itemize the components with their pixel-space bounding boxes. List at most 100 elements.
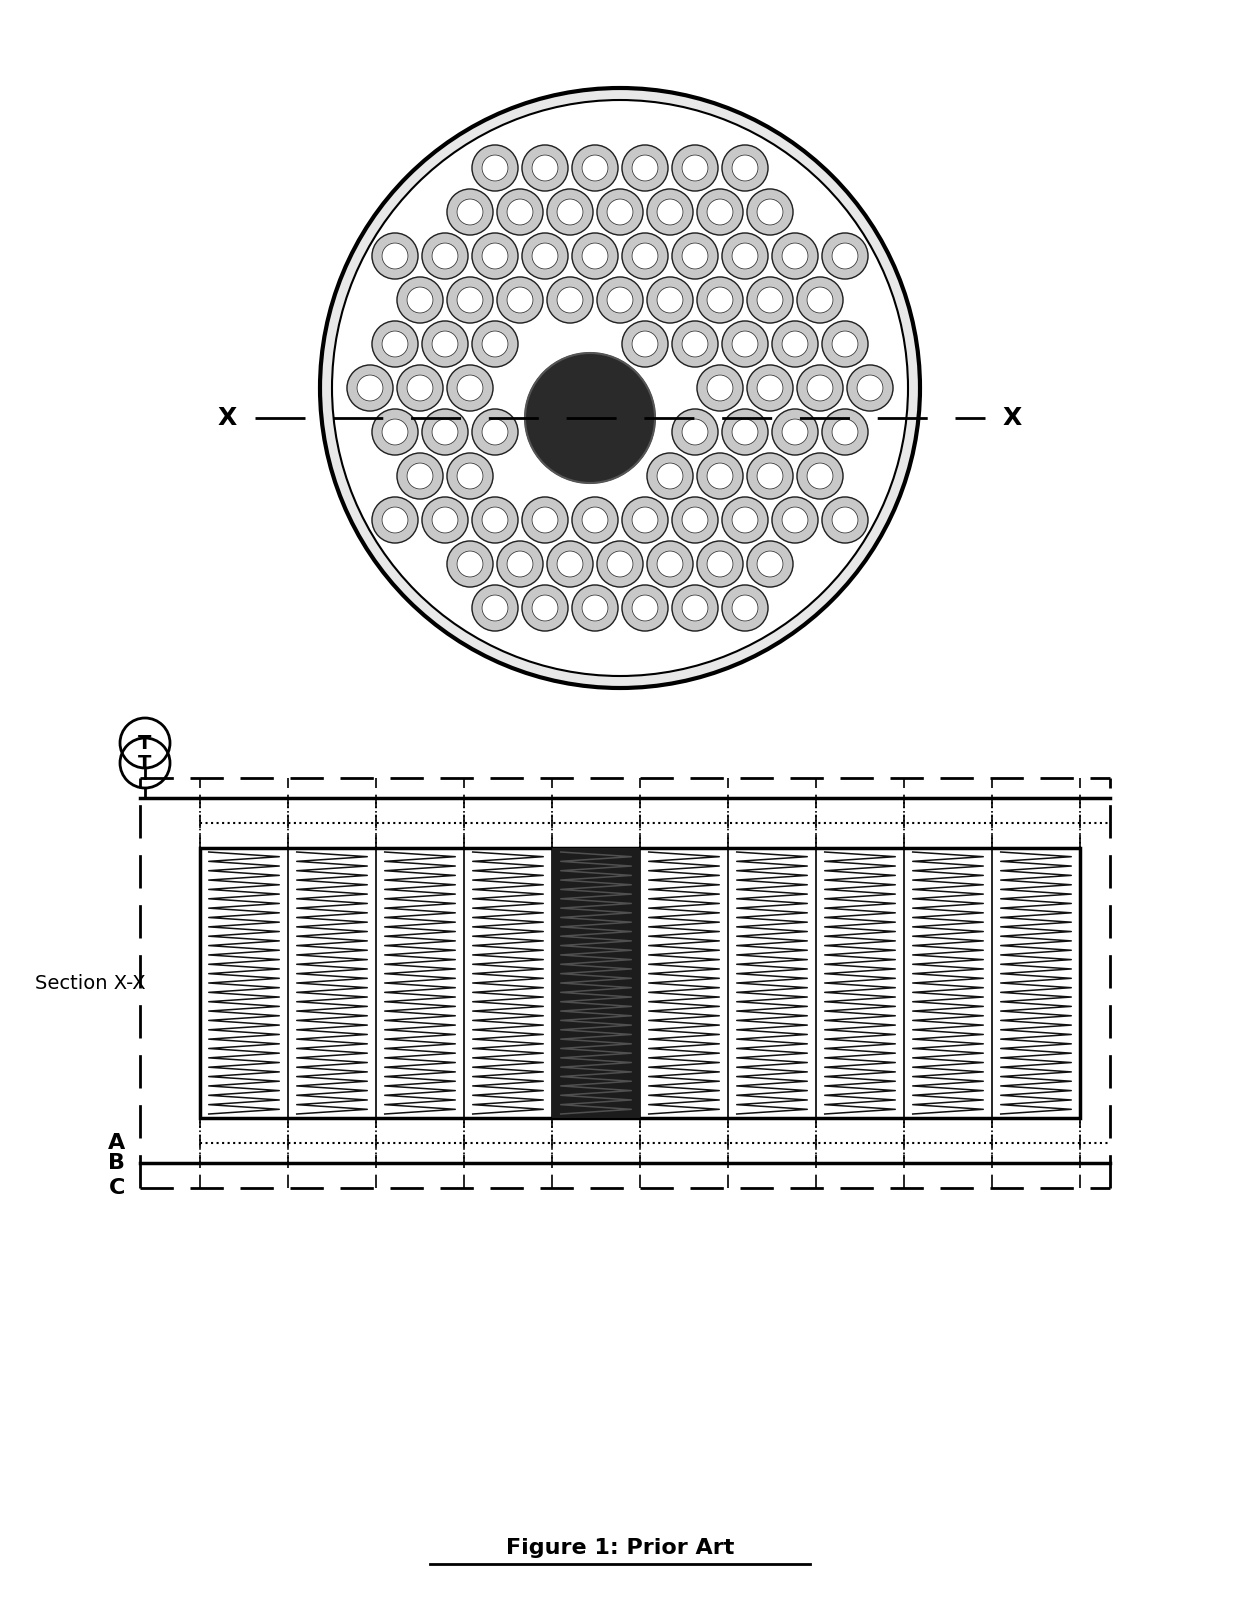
Circle shape — [446, 366, 494, 411]
Circle shape — [572, 586, 618, 631]
Circle shape — [822, 497, 868, 544]
Circle shape — [722, 409, 768, 455]
Circle shape — [472, 320, 518, 367]
Circle shape — [682, 243, 708, 269]
Circle shape — [773, 233, 818, 278]
Circle shape — [622, 146, 668, 191]
Circle shape — [647, 453, 693, 498]
Circle shape — [458, 286, 484, 312]
Circle shape — [458, 375, 484, 401]
Circle shape — [522, 146, 568, 191]
Circle shape — [682, 506, 708, 532]
Text: Section X-X: Section X-X — [35, 974, 145, 992]
Circle shape — [632, 243, 658, 269]
Circle shape — [458, 199, 484, 225]
Circle shape — [472, 233, 518, 278]
Circle shape — [807, 286, 833, 312]
Circle shape — [582, 595, 608, 621]
Text: X: X — [218, 406, 237, 430]
Text: A: A — [108, 1133, 125, 1154]
Bar — [552, 848, 640, 1118]
Circle shape — [422, 320, 467, 367]
Bar — [200, 848, 1080, 1118]
Circle shape — [672, 497, 718, 544]
Circle shape — [697, 277, 743, 324]
Circle shape — [422, 497, 467, 544]
Circle shape — [782, 243, 808, 269]
Circle shape — [397, 453, 443, 498]
Circle shape — [672, 586, 718, 631]
Circle shape — [482, 332, 508, 358]
Circle shape — [647, 189, 693, 235]
Circle shape — [857, 375, 883, 401]
Circle shape — [382, 332, 408, 358]
Circle shape — [397, 277, 443, 324]
Circle shape — [722, 146, 768, 191]
Circle shape — [756, 463, 782, 489]
Circle shape — [722, 586, 768, 631]
Text: B: B — [108, 1154, 125, 1173]
Circle shape — [596, 189, 644, 235]
Circle shape — [525, 353, 655, 484]
Circle shape — [407, 463, 433, 489]
Text: C: C — [109, 1178, 125, 1197]
Circle shape — [482, 506, 508, 532]
Circle shape — [632, 506, 658, 532]
Circle shape — [746, 540, 794, 587]
Circle shape — [732, 332, 758, 358]
Circle shape — [682, 419, 708, 445]
Circle shape — [422, 409, 467, 455]
Circle shape — [482, 595, 508, 621]
Circle shape — [446, 277, 494, 324]
Circle shape — [782, 506, 808, 532]
Circle shape — [707, 375, 733, 401]
Circle shape — [773, 497, 818, 544]
Circle shape — [532, 506, 558, 532]
Circle shape — [832, 243, 858, 269]
Circle shape — [608, 552, 632, 578]
Circle shape — [532, 243, 558, 269]
Circle shape — [672, 409, 718, 455]
Circle shape — [773, 320, 818, 367]
Circle shape — [682, 595, 708, 621]
Circle shape — [697, 366, 743, 411]
Circle shape — [622, 497, 668, 544]
Circle shape — [446, 453, 494, 498]
Circle shape — [707, 552, 733, 578]
Circle shape — [672, 233, 718, 278]
Circle shape — [507, 552, 533, 578]
Circle shape — [746, 453, 794, 498]
Circle shape — [697, 189, 743, 235]
Circle shape — [522, 497, 568, 544]
Circle shape — [756, 375, 782, 401]
Circle shape — [756, 286, 782, 312]
Text: Figure 1: Prior Art: Figure 1: Prior Art — [506, 1539, 734, 1558]
Circle shape — [632, 155, 658, 181]
Circle shape — [596, 540, 644, 587]
Circle shape — [847, 366, 893, 411]
Circle shape — [472, 497, 518, 544]
Circle shape — [407, 286, 433, 312]
Circle shape — [807, 375, 833, 401]
Circle shape — [746, 277, 794, 324]
Circle shape — [732, 243, 758, 269]
Circle shape — [497, 277, 543, 324]
Circle shape — [822, 409, 868, 455]
Circle shape — [422, 233, 467, 278]
Circle shape — [782, 332, 808, 358]
Circle shape — [608, 199, 632, 225]
Circle shape — [472, 409, 518, 455]
Circle shape — [672, 320, 718, 367]
Circle shape — [822, 320, 868, 367]
Circle shape — [632, 332, 658, 358]
Circle shape — [722, 320, 768, 367]
Circle shape — [732, 419, 758, 445]
Circle shape — [482, 419, 508, 445]
Circle shape — [647, 540, 693, 587]
Circle shape — [522, 233, 568, 278]
Circle shape — [432, 419, 458, 445]
Circle shape — [507, 199, 533, 225]
Circle shape — [832, 506, 858, 532]
Circle shape — [320, 87, 920, 688]
Circle shape — [657, 463, 683, 489]
